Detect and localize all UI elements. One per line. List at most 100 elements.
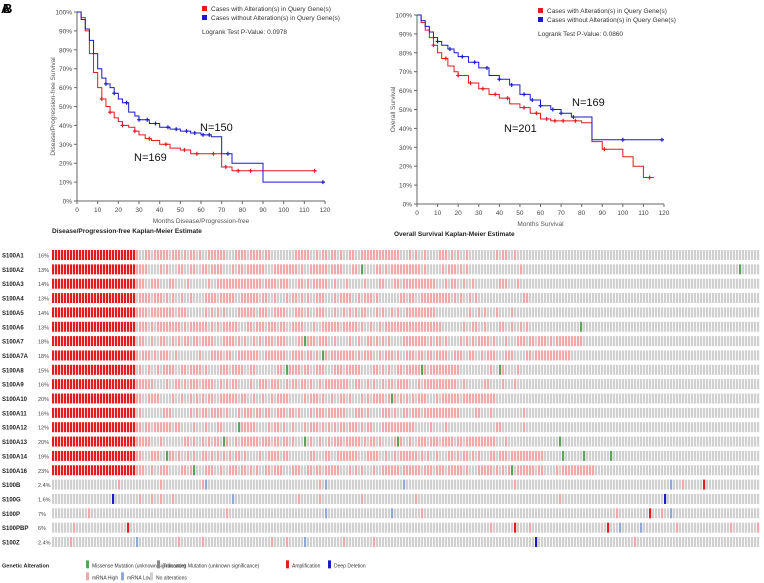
oncoprint-cell bbox=[424, 393, 427, 404]
oncoprint-cell bbox=[475, 522, 478, 533]
oncoprint-cell bbox=[508, 364, 511, 375]
oncoprint-cell bbox=[226, 350, 229, 361]
oncoprint-cell bbox=[352, 307, 355, 318]
oncoprint-cell bbox=[112, 465, 115, 476]
oncoprint-cell bbox=[523, 436, 526, 447]
oncoprint-cell bbox=[736, 264, 739, 275]
oncoprint-cell bbox=[334, 264, 337, 275]
oncoprint-cell bbox=[292, 450, 295, 461]
oncoprint-cell bbox=[352, 364, 355, 375]
oncoprint-cell bbox=[148, 278, 151, 289]
oncoprint-cell bbox=[112, 422, 115, 433]
oncoprint-cell bbox=[748, 336, 751, 347]
oncoprint-cell bbox=[55, 350, 58, 361]
oncoprint-cell bbox=[334, 278, 337, 289]
oncoprint-cell bbox=[553, 307, 556, 318]
oncoprint-cell bbox=[184, 250, 187, 260]
oncoprint-cell bbox=[322, 407, 325, 418]
oncoprint-cell bbox=[361, 407, 364, 418]
oncoprint-cell bbox=[622, 250, 625, 260]
oncoprint-cell bbox=[721, 422, 724, 433]
oncoprint-cell bbox=[151, 522, 154, 533]
oncoprint-cell bbox=[301, 450, 304, 461]
oncoprint-cell bbox=[64, 293, 67, 304]
oncoprint-cell bbox=[751, 407, 754, 418]
oncoprint-cell bbox=[571, 522, 574, 533]
oncoprint-cell bbox=[688, 436, 691, 447]
oncoprint-cell bbox=[199, 350, 202, 361]
oncoprint-cell bbox=[301, 508, 304, 519]
oncoprint-cell bbox=[406, 278, 409, 289]
oncoprint-cell bbox=[70, 250, 73, 260]
oncoprint-cell bbox=[499, 307, 502, 318]
oncoprint-cell bbox=[289, 336, 292, 347]
oncoprint-cell bbox=[532, 264, 535, 275]
oncoprint-cell bbox=[505, 293, 508, 304]
oncoprint-cell bbox=[73, 278, 76, 289]
oncoprint-cell bbox=[313, 364, 316, 375]
oncoprint-cell bbox=[127, 278, 130, 289]
oncoprint-cell bbox=[649, 321, 652, 332]
oncoprint-cell bbox=[454, 493, 457, 504]
oncoprint-cell bbox=[211, 508, 214, 519]
oncoprint-cell bbox=[334, 321, 337, 332]
oncoprint-cell bbox=[631, 479, 634, 490]
oncoprint-cell bbox=[529, 379, 532, 390]
oncoprint-cell bbox=[301, 465, 304, 476]
oncoprint-cell bbox=[409, 450, 412, 461]
oncoprint-cell bbox=[712, 307, 715, 318]
oncoprint-cell bbox=[673, 465, 676, 476]
oncoprint-cell bbox=[595, 293, 598, 304]
oncoprint-cell bbox=[205, 450, 208, 461]
oncoprint-cell bbox=[70, 336, 73, 347]
oncoprint-cell bbox=[742, 493, 745, 504]
oncoprint-cell bbox=[703, 307, 706, 318]
oncoprint-cell bbox=[295, 508, 298, 519]
oncoprint-cell bbox=[208, 379, 211, 390]
oncoprint-cell bbox=[223, 479, 226, 490]
oncoprint-cell bbox=[82, 393, 85, 404]
oncoprint-cell bbox=[577, 364, 580, 375]
oncoprint-cell bbox=[199, 465, 202, 476]
oncoprint-cell bbox=[400, 350, 403, 361]
oncoprint-cell bbox=[145, 393, 148, 404]
panel-label-a: A bbox=[1, 1, 11, 16]
oncoprint-cell bbox=[718, 422, 721, 433]
oncoprint-cell bbox=[676, 350, 679, 361]
oncoprint-cell bbox=[478, 465, 481, 476]
oncoprint-cell bbox=[361, 350, 364, 361]
oncoprint-cell bbox=[406, 407, 409, 418]
oncoprint-cell bbox=[751, 321, 754, 332]
oncoprint-cell bbox=[559, 350, 562, 361]
oncoprint-cell bbox=[457, 278, 460, 289]
oncoprint-cell bbox=[601, 250, 604, 260]
oncoprint-cell bbox=[373, 379, 376, 390]
oncoprint-cell bbox=[757, 278, 760, 289]
oncoprint-cell bbox=[622, 450, 625, 461]
oncoprint-cell bbox=[304, 264, 307, 275]
oncoprint-cell bbox=[643, 278, 646, 289]
oncoprint-cell bbox=[601, 493, 604, 504]
oncoprint-cell bbox=[313, 293, 316, 304]
x-tick-label: 0 bbox=[75, 207, 79, 214]
oncoprint-cell bbox=[163, 321, 166, 332]
oncoprint-cell bbox=[655, 379, 658, 390]
y-tick-label: 90% bbox=[59, 28, 72, 35]
oncoprint-cell bbox=[109, 465, 112, 476]
oncoprint-cell bbox=[694, 364, 697, 375]
oncoprint-cell bbox=[613, 321, 616, 332]
oncoprint-cell bbox=[370, 321, 373, 332]
oncoprint-cell bbox=[466, 522, 469, 533]
oncoprint-cell bbox=[385, 465, 388, 476]
oncoprint-cell bbox=[415, 436, 418, 447]
oncoprint-cell bbox=[337, 364, 340, 375]
oncoprint-cell bbox=[598, 422, 601, 433]
oncoprint-cell bbox=[127, 422, 130, 433]
oncoprint-cell bbox=[643, 393, 646, 404]
oncoprint-cell bbox=[235, 450, 238, 461]
oncoprint-cell bbox=[757, 493, 760, 504]
oncoprint-cell bbox=[472, 422, 475, 433]
oncoprint-cell bbox=[493, 407, 496, 418]
oncoprint-cell bbox=[94, 350, 97, 361]
oncoprint-cell bbox=[172, 379, 175, 390]
